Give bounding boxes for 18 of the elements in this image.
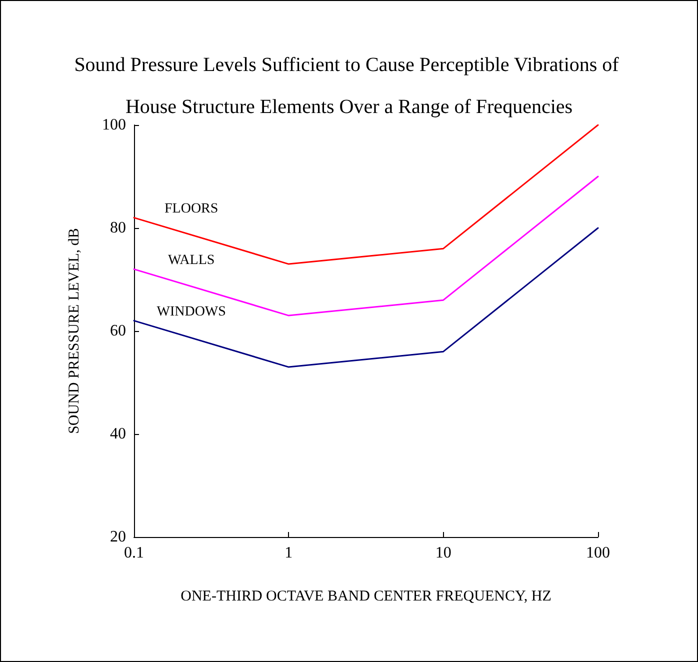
y-tick-label: 20 [110, 528, 126, 546]
x-tick-label: 100 [586, 544, 610, 562]
x-axis-title: ONE-THIRD OCTAVE BAND CENTER FREQUENCY, HZ [180, 588, 552, 604]
x-tick-label: 1 [284, 544, 293, 562]
series-label: WALLS [168, 252, 215, 268]
y-tick-label: 80 [110, 220, 126, 236]
y-tick-label: 40 [110, 426, 126, 442]
line-series [133, 227, 599, 368]
x-tick-label: 0.1 [124, 544, 144, 562]
y-tick-label: 60 [110, 322, 126, 340]
y-axis-title: SOUND PRESSURE LEVEL, dB [66, 228, 82, 434]
x-tick-label: 10 [435, 544, 452, 562]
y-tick-label: 100 [102, 116, 126, 134]
line-series [133, 176, 599, 316]
line-series [133, 124, 599, 265]
series-label: FLOORS [164, 201, 218, 216]
series-label: WINDOWS [156, 304, 226, 320]
chart-title: Sound Pressure Levels Sufficient to Cause Perceptible Vibrations of House Structure Elements Over a Range of Frequencies [74, 54, 624, 118]
